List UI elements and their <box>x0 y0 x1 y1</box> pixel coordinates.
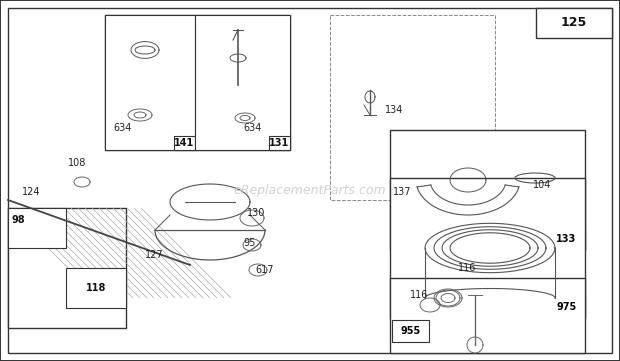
Text: 95: 95 <box>243 238 255 248</box>
Bar <box>8 208 66 248</box>
Bar <box>330 15 495 200</box>
Bar <box>105 15 290 150</box>
Bar <box>66 268 126 308</box>
Text: 125: 125 <box>561 17 587 30</box>
Text: eReplacementParts.com: eReplacementParts.com <box>234 184 386 197</box>
Bar <box>390 278 585 353</box>
Text: 133: 133 <box>556 234 577 244</box>
Bar <box>8 208 126 328</box>
Bar <box>390 130 585 250</box>
Bar <box>195 15 290 150</box>
Text: 634: 634 <box>113 123 131 133</box>
Bar <box>390 178 585 318</box>
Text: 116: 116 <box>410 290 428 300</box>
Bar <box>548 228 585 250</box>
Text: 98: 98 <box>12 215 25 225</box>
Text: 634: 634 <box>243 123 262 133</box>
Text: 975: 975 <box>556 302 577 312</box>
Bar <box>536 8 612 38</box>
Text: 134: 134 <box>385 105 404 115</box>
Text: 124: 124 <box>22 187 40 197</box>
Text: 130: 130 <box>247 208 265 218</box>
Text: 617: 617 <box>255 265 273 275</box>
Text: 141: 141 <box>174 138 195 148</box>
Text: 955: 955 <box>401 326 420 336</box>
Text: 108: 108 <box>68 158 86 168</box>
Text: 118: 118 <box>86 283 106 293</box>
Bar <box>548 296 585 318</box>
Text: 131: 131 <box>269 138 290 148</box>
Bar <box>105 15 195 150</box>
Bar <box>392 320 429 342</box>
Text: 127: 127 <box>145 250 164 260</box>
Text: 104: 104 <box>533 180 551 190</box>
Bar <box>269 136 290 150</box>
Text: 116: 116 <box>458 263 476 273</box>
Text: 137: 137 <box>393 187 412 197</box>
Bar <box>174 136 195 150</box>
